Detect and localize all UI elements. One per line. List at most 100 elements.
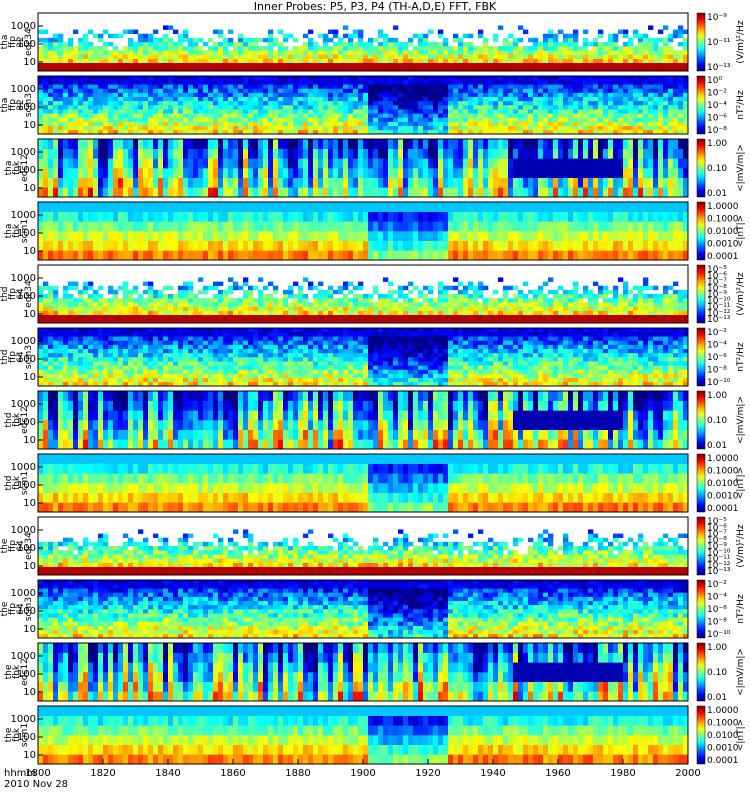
spectrogram-cell (58, 121, 64, 127)
spectrogram-cell (593, 88, 599, 93)
spectrogram-cell (608, 109, 614, 114)
spectrogram-cell (133, 298, 139, 303)
spectrogram-cell (363, 177, 369, 188)
spectrogram-cell (523, 125, 529, 131)
spectrogram-cell (63, 158, 69, 169)
spectrogram-cell (668, 177, 674, 188)
spectrogram-cell (203, 250, 209, 261)
spectrogram-cell (123, 113, 129, 118)
spectrogram-cell (83, 168, 89, 178)
spectrogram-cell (78, 202, 84, 212)
spectrogram-cell (583, 187, 589, 198)
spectrogram-cell (428, 221, 434, 232)
spectrogram-cell (203, 139, 209, 149)
spectrogram-cell (613, 158, 619, 169)
spectrogram-cell (643, 66, 649, 72)
spectrogram-cell (428, 88, 434, 93)
spectrogram-cell (363, 125, 369, 131)
spectrogram-cell (243, 240, 249, 251)
spectrogram-cell (448, 80, 454, 85)
spectrogram-cell (103, 298, 109, 303)
spectrogram-cell (93, 302, 99, 307)
spectrogram-cell (533, 125, 539, 131)
spectrogram-cell (663, 139, 669, 149)
spectrogram-cell (128, 84, 134, 89)
spectrogram-cell (413, 62, 419, 68)
spectrogram-cell (448, 46, 454, 51)
spectrogram-cell (628, 37, 634, 43)
spectrogram-cell (488, 187, 494, 198)
spectrogram-cell (188, 50, 194, 55)
spectrogram-cell (678, 129, 684, 135)
spectrogram-cell (498, 50, 504, 55)
spectrogram-cell (218, 117, 224, 122)
spectrogram-cell (638, 92, 644, 98)
spectrogram-cell (168, 306, 174, 311)
spectrogram-cell (518, 84, 524, 89)
spectrogram-cell (538, 168, 544, 178)
spectrogram-cell (648, 187, 654, 198)
spectrogram-cell (618, 62, 624, 68)
spectrogram-cell (398, 96, 404, 102)
spectrogram-cell (183, 84, 189, 89)
spectrogram-cell (268, 33, 274, 39)
spectrogram-cell (148, 187, 154, 198)
spectrogram-cell (398, 100, 404, 106)
spectrogram-cell (293, 76, 299, 81)
spectrogram-cell (618, 187, 624, 198)
spectrogram-cell (218, 240, 224, 251)
spectrogram-cell (418, 62, 424, 68)
spectrogram-cell (53, 187, 59, 198)
spectrogram-cell (418, 148, 424, 159)
spectrogram-cell (303, 66, 309, 72)
spectrogram-cell (573, 29, 579, 35)
spectrogram-cell (548, 113, 554, 118)
spectrogram-cell (153, 250, 159, 261)
spectrogram-cell (418, 129, 424, 135)
spectrogram-cell (443, 158, 449, 169)
spectrogram-cell (548, 117, 554, 122)
spectrogram-cell (348, 37, 354, 43)
panel-frame (37, 12, 689, 72)
spectrogram-cell (93, 113, 99, 118)
spectrogram-cell (563, 105, 569, 110)
spectrogram-cell (288, 33, 294, 39)
spectrogram-cell (43, 125, 49, 131)
spectrogram-cell (453, 221, 459, 232)
spectrogram-cell (583, 148, 589, 159)
spectrogram-cell (168, 46, 174, 51)
spectrogram-cell (623, 33, 629, 39)
spectrogram-cell (463, 92, 469, 98)
spectrogram-cell (153, 109, 159, 114)
spectrogram-cell (423, 58, 429, 64)
spectrogram-cell (98, 177, 104, 188)
spectrogram-cell (173, 211, 179, 222)
spectrogram-cell (633, 187, 639, 198)
spectrogram-cell (358, 92, 364, 98)
colorbar-unit-label: nT²/Hz (736, 90, 746, 120)
spectrogram-cell (593, 42, 599, 47)
spectrogram-cell (263, 84, 269, 89)
spectrogram-cell (368, 76, 374, 81)
spectrogram-cell (498, 113, 504, 118)
spectrogram-cell (128, 37, 134, 43)
spectrogram-cell (273, 310, 279, 316)
spectrogram-cell (293, 306, 299, 311)
spectrogram-cell (208, 177, 214, 188)
spectrogram-cell (123, 281, 129, 287)
spectrogram-cell (448, 54, 454, 59)
spectrogram-cell (523, 240, 529, 251)
spectrogram-cell (163, 113, 169, 118)
spectrogram-cell (253, 113, 259, 118)
spectrogram-cell (553, 109, 559, 114)
spectrogram-cell (298, 109, 304, 114)
spectrogram-cell (653, 177, 659, 188)
spectrogram-cell (143, 125, 149, 131)
spectrogram-cell (148, 62, 154, 68)
spectrogram-cell (253, 117, 259, 122)
spectrogram-cell (378, 96, 384, 102)
spectrogram-cell (683, 54, 689, 59)
spectrogram-cell (643, 250, 649, 261)
spectrogram-cell (603, 96, 609, 102)
spectrogram-cell (433, 168, 439, 178)
